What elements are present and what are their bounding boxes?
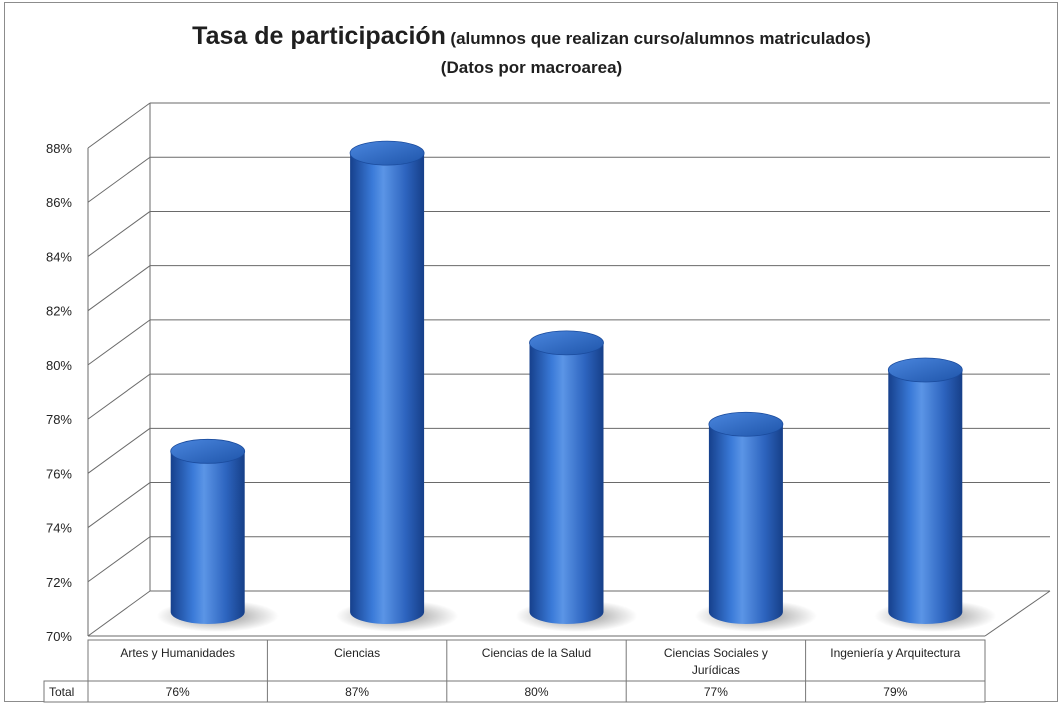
y-tick-label: 84% bbox=[46, 249, 72, 264]
gridline-side bbox=[87, 373, 151, 420]
bar-cap bbox=[170, 438, 246, 464]
x-tick-label: Ciencias bbox=[334, 646, 380, 660]
bar-cap bbox=[708, 411, 784, 437]
chart-title: Tasa de participación (alumnos que reali… bbox=[0, 22, 1063, 51]
chart-title-suffix: (alumnos que realizan curso/alumnos matr… bbox=[450, 29, 871, 48]
bar-body bbox=[708, 424, 783, 624]
gridline-side bbox=[87, 427, 151, 474]
bar-body bbox=[888, 370, 963, 624]
gridline-side bbox=[87, 482, 151, 528]
y-tick-label: 78% bbox=[46, 412, 72, 427]
gridline-side bbox=[87, 265, 151, 312]
table-row bbox=[43, 680, 986, 703]
data-label: 80% bbox=[524, 685, 548, 699]
gridline-side bbox=[87, 536, 151, 583]
y-tick-label: 70% bbox=[46, 629, 72, 644]
chart-title-main: Tasa de participación bbox=[192, 22, 446, 50]
bar-body bbox=[529, 342, 604, 624]
floor-right-edge bbox=[984, 590, 1051, 637]
data-label: 76% bbox=[166, 685, 190, 699]
x-tick-label: Jurídicas bbox=[692, 663, 740, 677]
x-tick-label: Artes y Humanidades bbox=[120, 646, 235, 660]
bar bbox=[515, 330, 638, 632]
x-tick-label: Ciencias Sociales y bbox=[664, 646, 768, 660]
bar-cap bbox=[887, 357, 963, 383]
bar bbox=[156, 438, 279, 632]
bar bbox=[694, 411, 817, 632]
gridline-side bbox=[87, 590, 151, 637]
bar-cap bbox=[349, 140, 425, 166]
bar-body bbox=[170, 451, 245, 624]
bar bbox=[874, 357, 997, 632]
x-tick-label: Ingeniería y Arquitectura bbox=[830, 646, 960, 660]
y-tick-label: 72% bbox=[46, 575, 72, 590]
data-label: 77% bbox=[704, 685, 728, 699]
bar bbox=[336, 140, 459, 632]
gridline-side bbox=[87, 319, 151, 366]
y-tick-label: 88% bbox=[46, 141, 72, 156]
chart-subtitle: (Datos por macroarea) bbox=[440, 58, 623, 77]
series-label: Total bbox=[49, 685, 74, 699]
data-label: 87% bbox=[345, 685, 369, 699]
y-tick-label: 82% bbox=[46, 304, 72, 319]
data-label: 79% bbox=[883, 685, 907, 699]
x-tick-label: Ciencias de la Salud bbox=[482, 646, 591, 660]
y-tick-label: 86% bbox=[46, 195, 72, 210]
y-tick-label: 80% bbox=[46, 358, 72, 373]
gridline-side bbox=[87, 102, 151, 149]
gridline-side bbox=[87, 211, 151, 257]
gridline-side bbox=[87, 156, 151, 203]
bar-body bbox=[350, 153, 425, 624]
y-tick-label: 76% bbox=[46, 466, 72, 481]
table-header-row bbox=[87, 639, 986, 682]
y-tick-label: 74% bbox=[46, 521, 72, 536]
bar-cap bbox=[529, 330, 604, 356]
